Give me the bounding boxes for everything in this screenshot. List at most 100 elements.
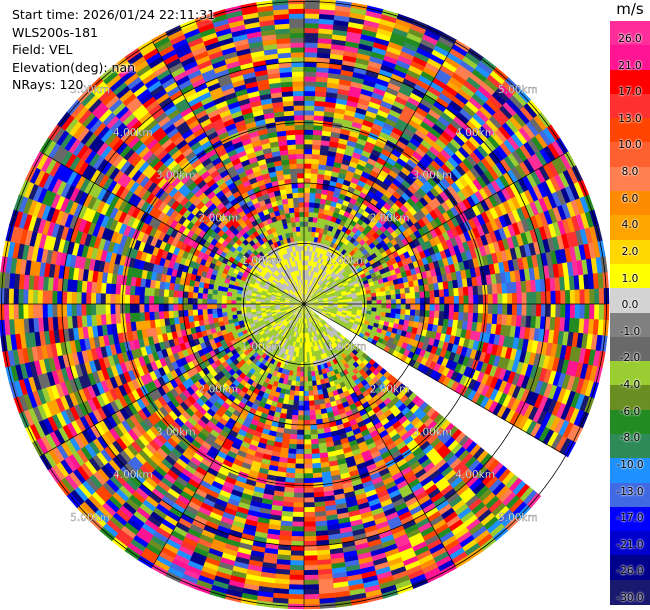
velocity-gate bbox=[308, 301, 314, 303]
velocity-gate bbox=[408, 280, 415, 288]
velocity-gate bbox=[530, 170, 542, 186]
velocity-gate bbox=[359, 175, 369, 184]
velocity-gate bbox=[598, 288, 605, 305]
velocity-gate bbox=[559, 153, 573, 171]
velocity-gate bbox=[509, 247, 518, 261]
velocity-gate bbox=[305, 289, 307, 295]
velocity-gate bbox=[303, 536, 317, 542]
velocity-gate bbox=[305, 294, 307, 300]
velocity-gate bbox=[309, 265, 313, 271]
velocity-gate bbox=[411, 203, 422, 213]
velocity-gate bbox=[529, 201, 540, 217]
velocity-gate bbox=[329, 288, 336, 293]
velocity-gate bbox=[484, 232, 494, 245]
velocity-gate bbox=[538, 165, 551, 182]
velocity-gate bbox=[548, 223, 557, 239]
velocity-gate bbox=[359, 93, 372, 102]
velocity-gate bbox=[428, 283, 435, 292]
velocity-gate bbox=[356, 52, 372, 62]
velocity-gate bbox=[344, 274, 351, 280]
velocity-gate bbox=[295, 458, 304, 465]
velocity-gate bbox=[308, 260, 311, 266]
velocity-gate bbox=[317, 297, 324, 301]
velocity-gate bbox=[535, 279, 542, 293]
velocity-gate bbox=[483, 244, 492, 256]
velocity-gate bbox=[397, 216, 407, 226]
velocity-gate bbox=[583, 318, 590, 335]
velocity-gate bbox=[514, 269, 522, 283]
velocity-gate bbox=[404, 37, 421, 48]
velocity-gate bbox=[333, 255, 339, 261]
velocity-gate bbox=[405, 101, 419, 112]
velocity-gate bbox=[317, 37, 333, 45]
velocity-gate bbox=[371, 296, 377, 301]
velocity-gate bbox=[325, 199, 332, 206]
velocity-gate bbox=[439, 304, 445, 312]
velocity-gate bbox=[304, 294, 307, 300]
velocity-gate bbox=[451, 43, 469, 57]
velocity-gate bbox=[444, 126, 457, 139]
velocity-gate bbox=[425, 222, 435, 232]
velocity-gate bbox=[446, 185, 458, 197]
velocity-gate bbox=[520, 205, 531, 220]
velocity-gate bbox=[316, 252, 321, 258]
velocity-gate bbox=[400, 298, 406, 305]
velocity-gate bbox=[311, 294, 317, 299]
velocity-gate bbox=[309, 250, 313, 257]
velocity-gate bbox=[400, 131, 413, 142]
velocity-gate bbox=[394, 235, 402, 244]
velocity-gate bbox=[377, 23, 395, 33]
velocity-gate bbox=[376, 109, 390, 119]
velocity-gate bbox=[433, 156, 445, 168]
velocity-gate bbox=[347, 95, 360, 104]
velocity-gate bbox=[429, 219, 439, 230]
velocity-gate bbox=[307, 296, 311, 301]
velocity-gate bbox=[491, 132, 505, 147]
velocity-gate bbox=[451, 153, 463, 166]
velocity-gate bbox=[474, 64, 491, 79]
velocity-gate bbox=[384, 117, 397, 128]
velocity-gate bbox=[322, 295, 328, 299]
velocity-gate bbox=[485, 274, 493, 286]
velocity-gate bbox=[555, 304, 561, 319]
velocity-gate bbox=[342, 297, 348, 301]
velocity-gate bbox=[375, 287, 381, 293]
velocity-gate bbox=[539, 211, 549, 227]
velocity-gate bbox=[482, 185, 494, 198]
velocity-gate bbox=[406, 158, 418, 169]
velocity-gate bbox=[559, 276, 566, 292]
velocity-gate bbox=[316, 52, 331, 59]
velocity-gate bbox=[485, 221, 495, 234]
velocity-gate bbox=[462, 158, 474, 171]
velocity-gate bbox=[458, 295, 465, 305]
velocity-gate bbox=[322, 297, 329, 300]
velocity-gate bbox=[397, 170, 409, 181]
velocity-gate bbox=[450, 226, 460, 238]
velocity-gate bbox=[353, 147, 364, 155]
velocity-gate bbox=[466, 76, 482, 91]
velocity-gate bbox=[315, 192, 322, 199]
velocity-gate bbox=[477, 160, 489, 174]
velocity-gate bbox=[315, 272, 320, 279]
velocity-gate bbox=[528, 187, 539, 203]
velocity-gate bbox=[569, 246, 577, 263]
velocity-gate bbox=[429, 290, 435, 298]
velocity-gate bbox=[314, 95, 327, 102]
velocity-gate bbox=[412, 56, 428, 68]
velocity-gate bbox=[307, 284, 310, 290]
velocity-gate bbox=[411, 273, 419, 282]
velocity-gate bbox=[458, 175, 470, 188]
velocity-gate bbox=[314, 272, 318, 278]
velocity-gate bbox=[324, 288, 330, 292]
velocity-gate bbox=[364, 194, 373, 203]
velocity-gate bbox=[380, 272, 388, 279]
velocity-gate bbox=[415, 106, 429, 118]
velocity-gate bbox=[304, 61, 318, 68]
velocity-gate bbox=[501, 122, 516, 137]
velocity-gate bbox=[325, 273, 331, 279]
velocity-gate bbox=[424, 290, 431, 298]
velocity-gate bbox=[379, 18, 397, 28]
velocity-gate bbox=[304, 90, 316, 97]
velocity-gate bbox=[350, 290, 357, 295]
velocity-gate bbox=[352, 304, 358, 307]
